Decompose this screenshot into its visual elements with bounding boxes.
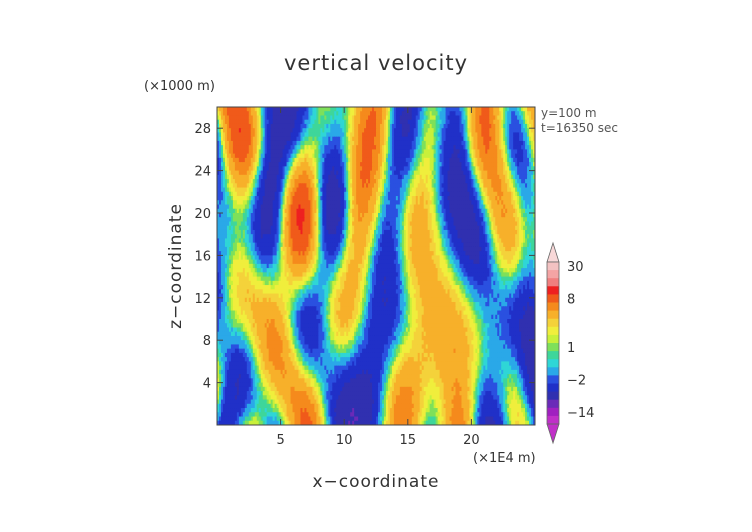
y-axis-label: z−coordinate: [166, 203, 186, 329]
colorbar-swatch: [547, 367, 559, 376]
colorbar-label: −14: [567, 406, 594, 421]
colorbar: 30 8 1 −2 −14: [546, 241, 594, 445]
plot-frame: [216, 106, 536, 426]
colorbar-label: 1: [567, 341, 575, 356]
colorbar-swatch: [547, 278, 559, 287]
x-tick-label: 15: [400, 433, 417, 448]
colorbar-swatch: [547, 326, 559, 336]
colorbar-frame: [546, 261, 560, 425]
colorbar-swatch: [547, 399, 559, 409]
y-tick-label: 12: [194, 292, 211, 307]
colorbar-swatch: [547, 383, 559, 392]
x-tick-label: 20: [463, 433, 480, 448]
annotation-t: t=16350 sec: [541, 121, 618, 135]
y-tick-label: 8: [203, 334, 211, 349]
y-tick-label: 16: [194, 249, 211, 264]
y-tick-label: 20: [194, 207, 211, 222]
colorbar-swatch: [547, 391, 559, 401]
x-axis-label: x−coordinate: [313, 472, 440, 492]
colorbar-swatch: [547, 318, 559, 328]
x-tick-label: 10: [336, 433, 353, 448]
colorbar-label: 8: [567, 292, 575, 307]
colorbar-swatch: [547, 375, 559, 384]
colorbar-swatch: [547, 286, 559, 295]
colorbar-swatch: [547, 343, 559, 352]
colorbar-swatch: [547, 262, 559, 271]
heatmap-cells: [217, 107, 535, 425]
colorbar-max-triangle: [546, 241, 560, 263]
colorbar-swatch: [547, 415, 559, 425]
y-tick-label: 28: [194, 122, 211, 137]
x-tick-label: 5: [276, 433, 284, 448]
colorbar-swatch: [547, 294, 559, 303]
colorbar-swatch: [547, 270, 559, 279]
y-tick-label: 4: [203, 377, 211, 392]
colorbar-swatch: [547, 407, 559, 417]
chart-title: vertical velocity: [284, 51, 468, 75]
x-units-label: (×1E4 m): [473, 451, 536, 466]
x-axis-ticks: 5 10 15 20: [276, 107, 480, 448]
colorbar-swatch: [547, 359, 559, 368]
y-units-label: (×1000 m): [144, 79, 215, 94]
annotation-y: y=100 m: [541, 106, 597, 120]
colorbar-swatch: [547, 302, 559, 311]
y-tick-label: 24: [194, 165, 211, 180]
colorbar-label: −2: [567, 373, 586, 388]
y-axis-ticks: 4 8 12 16 20 24 28: [194, 122, 535, 392]
colorbar-swatch: [547, 334, 559, 344]
colorbar-swatch: [547, 351, 559, 360]
colorbar-min-triangle: [546, 423, 560, 445]
colorbar-swatch: [547, 310, 559, 320]
colorbar-label: 30: [567, 260, 584, 275]
